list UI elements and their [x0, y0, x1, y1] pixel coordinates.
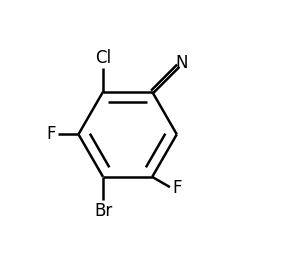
Text: F: F	[173, 179, 182, 197]
Text: N: N	[175, 53, 188, 72]
Text: F: F	[47, 125, 56, 143]
Text: Cl: Cl	[95, 49, 111, 66]
Text: Br: Br	[94, 202, 112, 220]
